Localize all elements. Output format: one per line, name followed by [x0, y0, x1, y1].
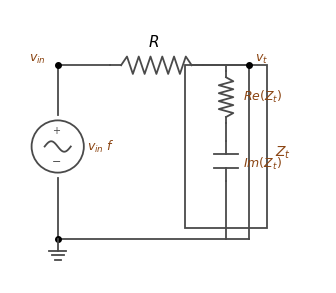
- Text: $R$: $R$: [148, 34, 159, 50]
- Text: $v_{in}$ $f$: $v_{in}$ $f$: [87, 139, 114, 154]
- Text: $v_{in}$: $v_{in}$: [29, 53, 46, 66]
- Text: $Re(Z_t)$: $Re(Z_t)$: [244, 89, 283, 105]
- Text: −: −: [52, 157, 61, 168]
- Text: $Im(Z_t)$: $Im(Z_t)$: [244, 156, 282, 172]
- Text: $Z_t$: $Z_t$: [276, 144, 291, 161]
- Text: $v_t$: $v_t$: [255, 53, 268, 66]
- Text: +: +: [52, 125, 60, 136]
